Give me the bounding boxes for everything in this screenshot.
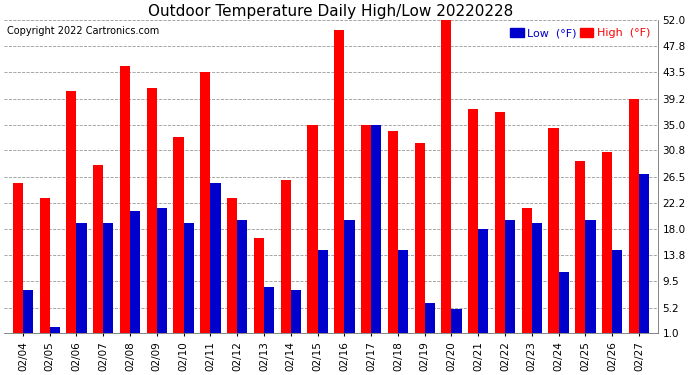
Bar [602, 152, 612, 339]
Bar [532, 223, 542, 339]
Bar [23, 290, 33, 339]
Bar [184, 223, 194, 339]
Bar [334, 30, 344, 339]
Bar [237, 220, 248, 339]
Bar [585, 220, 595, 339]
Title: Outdoor Temperature Daily High/Low 20220228: Outdoor Temperature Daily High/Low 20220… [148, 4, 513, 19]
Bar [442, 17, 451, 339]
Bar [130, 211, 140, 339]
Bar [495, 112, 505, 339]
Bar [344, 220, 355, 339]
Bar [104, 223, 113, 339]
Bar [629, 99, 639, 339]
Bar [200, 72, 210, 339]
Bar [39, 198, 50, 339]
Bar [77, 223, 87, 339]
Legend: Low  (°F), High  (°F): Low (°F), High (°F) [508, 26, 652, 40]
Bar [451, 309, 462, 339]
Bar [227, 198, 237, 339]
Bar [388, 131, 398, 339]
Bar [147, 88, 157, 339]
Bar [50, 327, 60, 339]
Bar [468, 110, 478, 339]
Bar [639, 174, 649, 339]
Bar [478, 229, 489, 339]
Bar [575, 162, 585, 339]
Bar [157, 207, 167, 339]
Bar [290, 290, 301, 339]
Bar [281, 180, 290, 339]
Bar [371, 124, 382, 339]
Bar [66, 91, 77, 339]
Bar [307, 124, 317, 339]
Bar [415, 143, 424, 339]
Bar [522, 207, 532, 339]
Bar [398, 251, 408, 339]
Bar [549, 128, 559, 339]
Bar [254, 238, 264, 339]
Text: Copyright 2022 Cartronics.com: Copyright 2022 Cartronics.com [7, 26, 159, 36]
Bar [93, 165, 104, 339]
Bar [12, 183, 23, 339]
Bar [120, 66, 130, 339]
Bar [361, 124, 371, 339]
Bar [210, 183, 221, 339]
Bar [559, 272, 569, 339]
Bar [317, 251, 328, 339]
Bar [264, 287, 274, 339]
Bar [424, 303, 435, 339]
Bar [612, 251, 622, 339]
Bar [505, 220, 515, 339]
Bar [173, 137, 184, 339]
